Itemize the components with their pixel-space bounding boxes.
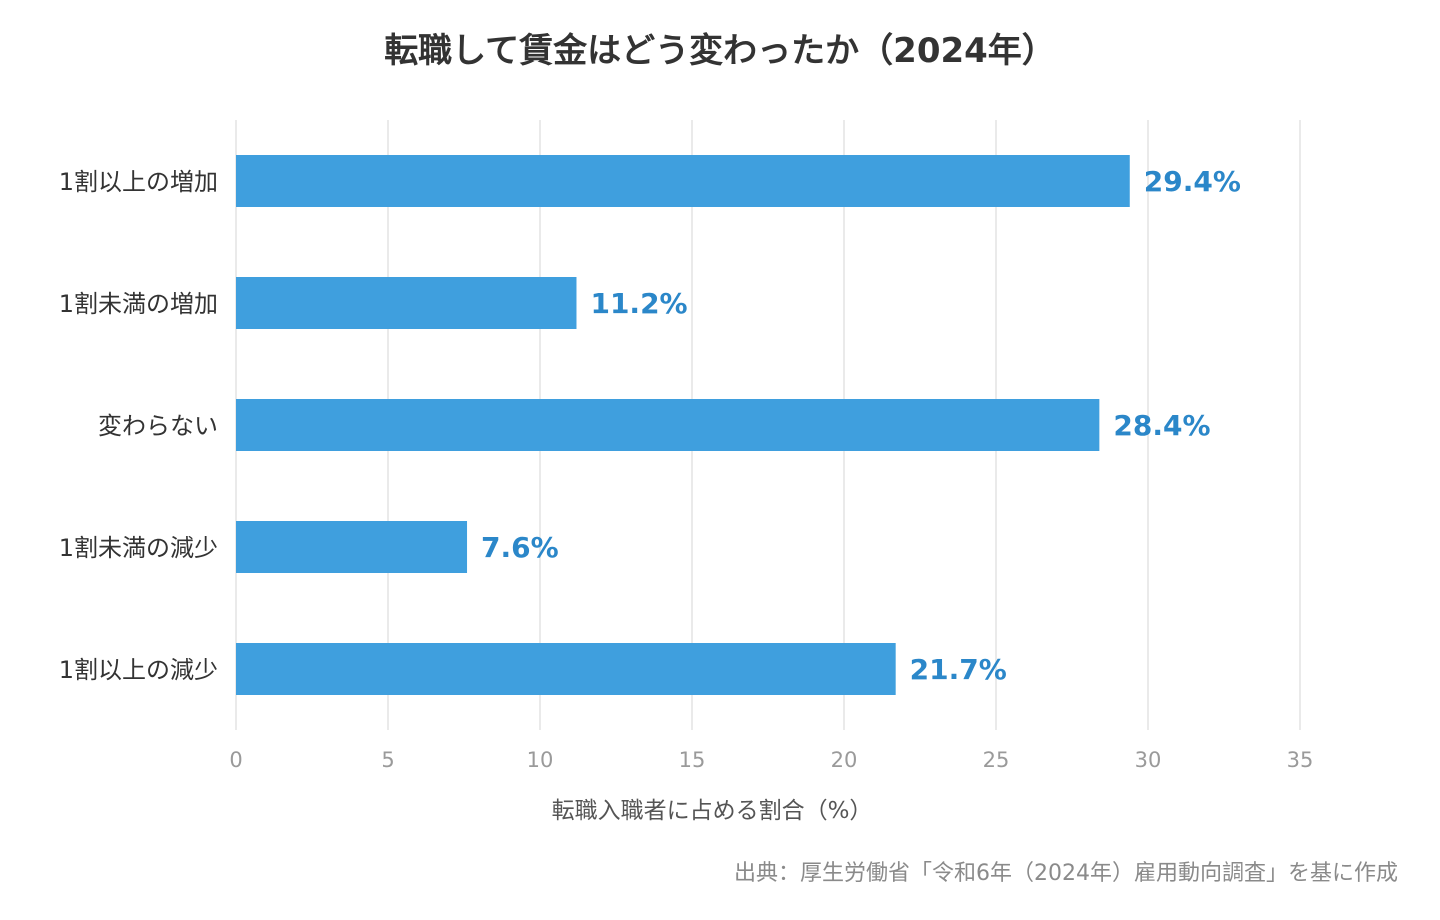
bar-4 <box>236 643 896 695</box>
value-label-4: 21.7% <box>910 653 1007 686</box>
bar-1 <box>236 277 577 329</box>
category-label-4: 1割以上の減少 <box>59 656 218 684</box>
x-tick-labels: 0 5 10 15 20 25 30 35 <box>229 748 1313 772</box>
x-tick-label-7: 35 <box>1287 748 1314 772</box>
x-tick-label-5: 25 <box>983 748 1010 772</box>
chart-title: 転職して賃金はどう変わったか（2024年） <box>384 31 1056 71</box>
value-label-1: 11.2% <box>590 287 687 320</box>
value-labels: 29.4% 11.2% 28.4% 7.6% 21.7% <box>481 165 1241 686</box>
bar-3 <box>236 521 468 573</box>
category-label-2: 変わらない <box>98 412 218 440</box>
category-label-0: 1割以上の増加 <box>59 168 218 196</box>
value-label-2: 28.4% <box>1113 409 1210 442</box>
value-label-3: 7.6% <box>481 531 559 564</box>
x-tick-label-6: 30 <box>1135 748 1162 772</box>
bar-0 <box>236 155 1130 207</box>
x-tick-label-4: 20 <box>831 748 858 772</box>
x-tick-label-1: 5 <box>381 748 394 772</box>
category-label-3: 1割未満の減少 <box>59 534 218 562</box>
x-tick-label-3: 15 <box>679 748 706 772</box>
bars <box>236 155 1130 695</box>
x-axis-label: 転職入職者に占める割合（%） <box>552 798 873 824</box>
category-label-1: 1割未満の増加 <box>59 290 218 318</box>
x-tick-label-2: 10 <box>527 748 554 772</box>
value-label-0: 29.4% <box>1144 165 1241 198</box>
bar-2 <box>236 399 1100 451</box>
source-note: 出典：厚生労働省「令和6年（2024年）雇用動向調査」を基に作成 <box>734 861 1398 886</box>
x-tick-label-0: 0 <box>229 748 242 772</box>
